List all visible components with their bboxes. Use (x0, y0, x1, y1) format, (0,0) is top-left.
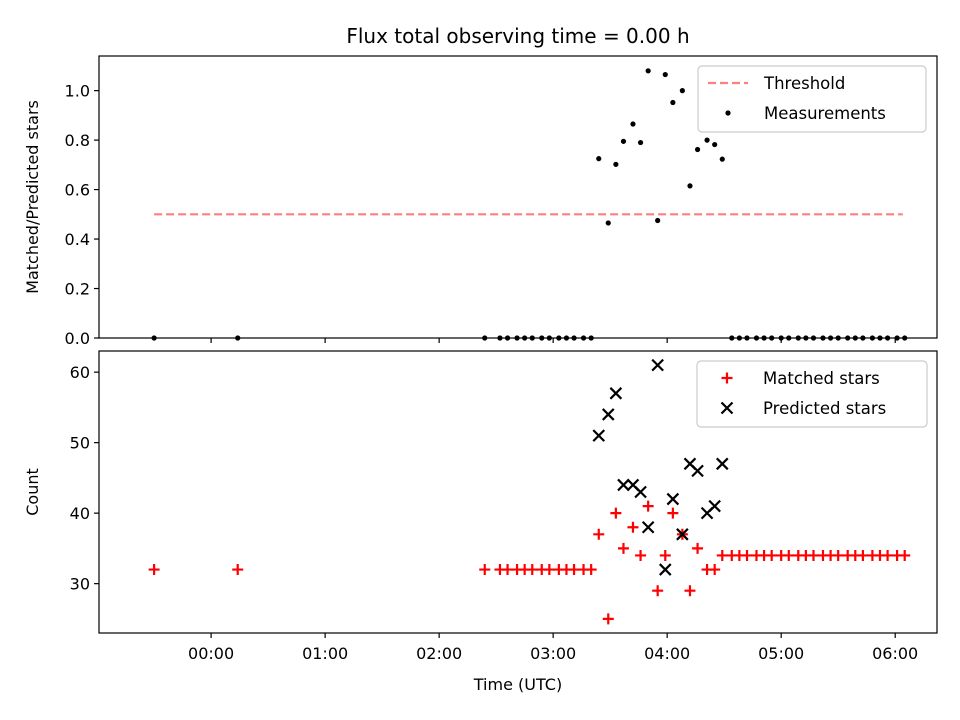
y-tick-label: 0.4 (65, 230, 90, 249)
matched-stars-point (716, 549, 728, 561)
legend-handle-plus (721, 372, 733, 384)
measurement-point (670, 99, 676, 106)
y-tick-label: 50 (70, 434, 90, 453)
y-tick-label: 1.0 (65, 82, 90, 101)
measurement-point (596, 156, 602, 162)
predicted-stars-point (601, 408, 615, 421)
matched-stars-point (857, 549, 869, 561)
predicted-stars-point (715, 457, 729, 471)
matched-stars-point (526, 564, 538, 576)
predicted-stars-point (617, 478, 630, 492)
x-tick-label: 03:00 (530, 644, 576, 663)
matched-stars-point (617, 542, 629, 554)
legend-label: Measurements (764, 104, 886, 123)
series-predicted-stars (592, 358, 729, 576)
matched-stars-point (585, 564, 597, 576)
legend-handle-dot (725, 110, 731, 116)
measurement-point (662, 71, 668, 78)
x-tick-label: 02:00 (416, 644, 462, 663)
predicted-stars-point (641, 520, 655, 534)
x-tick-label: 04:00 (644, 644, 690, 663)
matched-stars-point (543, 564, 555, 576)
matched-stars-point (832, 549, 844, 561)
predicted-stars-point (651, 358, 664, 372)
matched-stars-point (642, 500, 654, 512)
legend-label: Threshold (763, 74, 845, 93)
y-tick-label: 0.2 (65, 280, 90, 299)
legend-label: Matched stars (763, 369, 880, 388)
measurement-point (694, 146, 701, 153)
matched-stars-point (568, 564, 580, 576)
axes-frame (98, 55, 938, 339)
matched-stars-point (684, 585, 696, 597)
predicted-stars-point (708, 499, 721, 513)
legend: Threshold Measurements (697, 65, 927, 133)
measurement-point (637, 139, 644, 146)
y-axis-title: Count (23, 468, 42, 516)
y-tick-label: 60 (70, 363, 90, 382)
y-tick-label: 0.6 (65, 181, 90, 200)
predicted-stars-point (676, 528, 689, 541)
legend-handle-x (720, 401, 734, 415)
y-tick-label: 0.0 (65, 329, 90, 348)
x-tick-label: 05:00 (758, 644, 804, 663)
predicted-stars-point (634, 485, 647, 499)
series-matched-stars (148, 500, 911, 625)
y-tick-label: 0.8 (65, 131, 90, 150)
matched-stars-point (627, 521, 639, 533)
legend-box (697, 65, 927, 133)
matched-stars-point (766, 549, 778, 561)
x-axis-title: Time (UTC) (473, 675, 562, 694)
legend: Matched stars Predicted stars (696, 360, 928, 428)
matched-stars-point (692, 542, 704, 554)
measurement-point (712, 141, 718, 148)
legend-label: Predicted stars (763, 399, 886, 418)
legend-box (696, 360, 928, 428)
matched-stars-point (807, 549, 819, 561)
measurement-point (679, 88, 685, 94)
axes-frame (98, 350, 938, 634)
matched-stars-point (652, 585, 664, 597)
top-panel: 0.0 0.2 0.4 0.6 0.8 1.0 Matched/Predicted star… (23, 55, 938, 348)
predicted-stars-point (609, 387, 623, 400)
x-tick-label: 06:00 (872, 644, 918, 663)
measurement-point (687, 183, 693, 189)
x-tick-label: 01:00 (302, 644, 348, 663)
matched-stars-point (602, 613, 614, 625)
matched-stars-point (635, 549, 647, 561)
measurement-point (620, 138, 627, 144)
measurement-point (630, 121, 636, 127)
matched-stars-point (899, 549, 911, 561)
predicted-stars-point (592, 429, 606, 442)
measurement-point (704, 137, 710, 143)
matched-stars-point (502, 564, 514, 576)
matched-stars-point (667, 507, 679, 519)
matched-stars-point (783, 549, 795, 561)
y-tick-label: 30 (70, 575, 90, 594)
predicted-stars-point (666, 492, 680, 506)
measurement-point (719, 156, 725, 162)
matched-stars-point (479, 564, 491, 576)
matched-stars-point (659, 549, 671, 561)
matched-stars-point (232, 564, 244, 576)
matched-stars-point (741, 549, 753, 561)
predicted-stars-point (691, 464, 704, 478)
y-tick-label: 40 (70, 504, 90, 523)
matched-stars-point (882, 549, 894, 561)
chart-title: Flux total observing time = 0.00 h (346, 24, 689, 48)
predicted-stars-point (658, 563, 672, 576)
matched-stars-point (709, 564, 721, 576)
matched-stars-point (593, 528, 605, 540)
measurement-point (645, 68, 651, 74)
matched-stars-point (610, 507, 622, 519)
measurement-point (605, 220, 611, 226)
matched-stars-point (148, 564, 160, 576)
measurement-point (613, 161, 619, 167)
y-axis-title: Matched/Predicted stars (23, 100, 42, 294)
x-tick-label: 00:00 (188, 644, 234, 663)
series-measurements (151, 68, 908, 341)
measurement-point (655, 217, 661, 224)
bottom-panel: 30 40 50 60 00:00 01:00 02:00 03:00 04:00 05:00 06… (23, 350, 938, 663)
